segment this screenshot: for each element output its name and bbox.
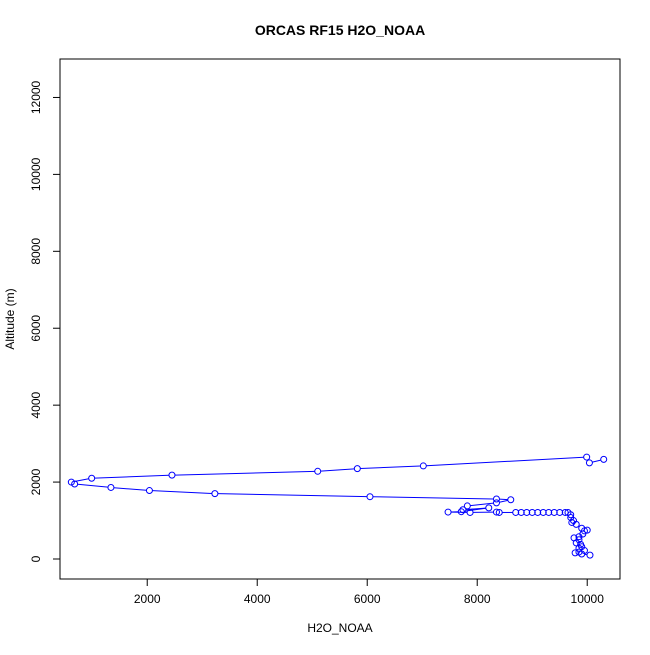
- series-segment: [360, 466, 420, 468]
- series-segment: [95, 475, 169, 478]
- y-axis: 0 2000 4000 6000 8000 10000 12000: [29, 80, 60, 562]
- data-point: [169, 472, 175, 478]
- x-tick-label: 10000: [571, 592, 605, 606]
- series-segment: [175, 471, 315, 475]
- data-point: [601, 456, 607, 462]
- series-layer: [68, 454, 606, 558]
- y-axis-label: Altitude (m): [3, 288, 17, 349]
- series-segment: [114, 488, 147, 491]
- y-tick-label: 12000: [29, 80, 43, 114]
- data-point: [89, 475, 95, 481]
- y-tick-label: 6000: [29, 315, 43, 342]
- series-segment: [321, 469, 355, 471]
- data-point: [486, 505, 492, 511]
- data-point: [586, 460, 592, 466]
- series-segment: [218, 494, 367, 497]
- series-segment: [592, 460, 600, 462]
- data-point: [212, 491, 218, 497]
- data-point: [508, 497, 514, 503]
- y-tick-label: 0: [29, 555, 43, 562]
- x-tick-label: 8000: [464, 592, 491, 606]
- series-segment: [152, 491, 211, 494]
- x-axis-label: H2O_NOAA: [307, 621, 372, 635]
- x-tick-label: 6000: [354, 592, 381, 606]
- data-point: [108, 484, 114, 490]
- x-tick-label: 2000: [134, 592, 161, 606]
- y-tick-label: 10000: [29, 157, 43, 191]
- chart-title: ORCAS RF15 H2O_NOAA: [255, 22, 425, 38]
- data-point: [587, 552, 593, 558]
- data-point: [493, 500, 499, 506]
- x-tick-label: 4000: [244, 592, 271, 606]
- series-segment: [499, 500, 507, 502]
- data-point: [584, 454, 590, 460]
- plot-frame: [60, 59, 620, 579]
- y-tick-label: 4000: [29, 391, 43, 418]
- data-point: [420, 463, 426, 469]
- y-tick-label: 2000: [29, 468, 43, 495]
- data-point: [315, 468, 321, 474]
- y-tick-label: 8000: [29, 238, 43, 265]
- data-point: [354, 466, 360, 472]
- x-axis: 2000 4000 6000 8000 10000: [134, 579, 604, 606]
- data-point: [572, 550, 578, 556]
- data-point: [367, 494, 373, 500]
- data-point: [146, 488, 152, 494]
- data-point: [445, 509, 451, 515]
- series-segment: [78, 484, 108, 487]
- series-segment: [373, 497, 493, 499]
- series-segment: [426, 457, 583, 466]
